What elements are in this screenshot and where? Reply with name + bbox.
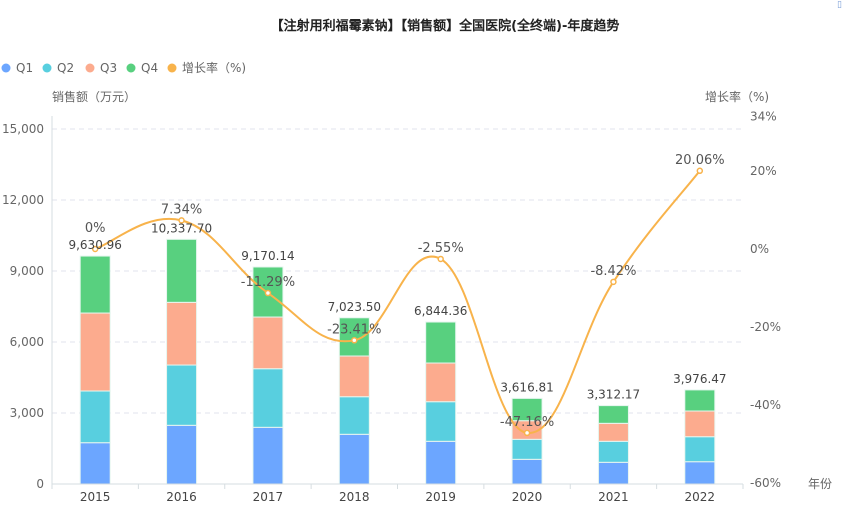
total-label-2022: 3,976.47 xyxy=(673,372,726,386)
bar-q2-2016[interactable] xyxy=(166,364,198,426)
growth-point-2018[interactable] xyxy=(351,337,358,344)
y2-tick-label: 34% xyxy=(750,109,777,123)
y-tick-label: 9,000 xyxy=(10,264,44,278)
legend: Q1 Q2 Q3 Q4 增长率（%) xyxy=(1,60,246,75)
y2-tick-label: -60% xyxy=(750,476,781,490)
growth-label-2017: -11.29% xyxy=(241,275,295,290)
y-tick-label: 0 xyxy=(36,477,44,491)
bar-q2-2018[interactable] xyxy=(338,396,370,435)
toolbox-icon[interactable]: ▯ xyxy=(837,0,842,10)
total-label-2016: 10,337.70 xyxy=(151,221,212,235)
growth-label-2016: 7.34% xyxy=(161,202,202,217)
bar-q2-2019[interactable] xyxy=(425,401,457,442)
x-tick-label: 2017 xyxy=(253,490,284,504)
growth-label-2022: 20.06% xyxy=(675,153,725,168)
total-label-2018: 7,023.50 xyxy=(328,300,381,314)
growth-point-2022[interactable] xyxy=(696,167,704,175)
x-tick-label: 2019 xyxy=(425,490,456,504)
bar-q1-2021[interactable] xyxy=(597,461,629,485)
bar-q3-2016[interactable] xyxy=(166,301,198,366)
bar-q1-2022[interactable] xyxy=(684,461,716,485)
legend-marker-3[interactable] xyxy=(126,63,136,73)
bar-q4-2020[interactable] xyxy=(511,397,543,422)
y2-tick-label: 0% xyxy=(750,242,769,256)
y-tick-label: 3,000 xyxy=(10,406,44,420)
growth-label-2018: -23.41% xyxy=(327,322,381,337)
y2-tick-label: -20% xyxy=(750,320,781,334)
growth-label-2019: -2.55% xyxy=(418,241,464,256)
bar-q4-2021[interactable] xyxy=(597,405,629,424)
bar-q4-2019[interactable] xyxy=(425,321,457,364)
bar-q1-2017[interactable] xyxy=(252,426,284,485)
bar-q4-2016[interactable] xyxy=(166,238,198,303)
growth-point-2020[interactable] xyxy=(523,429,531,437)
legend-label-4[interactable]: 增长率（%) xyxy=(182,60,246,75)
bar-q1-2016[interactable] xyxy=(166,424,198,485)
growth-point-2017[interactable] xyxy=(264,289,272,297)
total-label-2020: 3,616.81 xyxy=(500,380,553,394)
total-label-2015: 9,630.96 xyxy=(68,238,121,252)
bar-q3-2017[interactable] xyxy=(252,316,284,370)
bar-q1-2015[interactable] xyxy=(79,442,111,485)
total-label-2017: 9,170.14 xyxy=(241,249,294,263)
bar-q3-2019[interactable] xyxy=(425,362,457,403)
y-tick-label: 15,000 xyxy=(2,122,44,136)
x-tick-label: 2015 xyxy=(80,490,111,504)
growth-point-2019[interactable] xyxy=(437,255,444,263)
bar-q3-2018[interactable] xyxy=(338,355,370,398)
legend-marker-1[interactable] xyxy=(42,63,52,73)
growth-label-2020: -47.16% xyxy=(500,415,554,430)
x-tick-label: 2018 xyxy=(339,490,370,504)
legend-marker-2[interactable] xyxy=(85,63,95,73)
bar-q3-2022[interactable] xyxy=(684,410,716,438)
bar-q3-2015[interactable] xyxy=(79,312,111,392)
y2-axis-title: 增长率（%) xyxy=(705,89,769,104)
y-tick-label: 6,000 xyxy=(10,335,44,349)
x-axis-title: 年份 xyxy=(808,477,832,491)
bar-q2-2020[interactable] xyxy=(511,438,543,460)
legend-marker-0[interactable] xyxy=(1,63,11,73)
legend-label-1[interactable]: Q2 xyxy=(57,61,74,75)
total-label-2019: 6,844.36 xyxy=(414,304,467,318)
y2-tick-label: 20% xyxy=(750,164,777,178)
legend-label-0[interactable]: Q1 xyxy=(16,61,33,75)
growth-point-2016[interactable] xyxy=(178,217,185,224)
bar-q2-2017[interactable] xyxy=(252,368,284,428)
growth-label-2021: -8.42% xyxy=(590,264,636,279)
bar-q4-2022[interactable] xyxy=(684,389,716,412)
bar-q1-2018[interactable] xyxy=(338,433,370,485)
y-axis-title: 销售额（万元） xyxy=(52,89,136,104)
bar-q3-2021[interactable] xyxy=(597,422,629,442)
x-tick-label: 2020 xyxy=(512,490,543,504)
growth-point-2015[interactable] xyxy=(91,245,99,253)
x-tick-label: 2022 xyxy=(685,490,716,504)
growth-point-2021[interactable] xyxy=(610,278,617,286)
growth-label-2015: 0% xyxy=(85,221,106,236)
bar-q2-2022[interactable] xyxy=(684,436,716,463)
bar-q1-2020[interactable] xyxy=(511,458,543,485)
bar-q4-2015[interactable] xyxy=(79,255,111,314)
y-tick-label: 12,000 xyxy=(2,193,44,207)
legend-label-2[interactable]: Q3 xyxy=(100,61,117,75)
x-tick-label: 2021 xyxy=(598,490,629,504)
legend-label-3[interactable]: Q4 xyxy=(141,61,158,75)
bar-q2-2015[interactable] xyxy=(79,390,111,444)
legend-marker-4[interactable] xyxy=(167,63,177,73)
total-label-2021: 3,312.17 xyxy=(587,388,640,402)
x-tick-label: 2016 xyxy=(166,490,197,504)
growth-rate-line xyxy=(94,170,701,434)
chart-title: 【注射用利福霉素钠】【销售额】全国医院(全终端)-年度趋势 xyxy=(271,18,620,34)
bar-q2-2021[interactable] xyxy=(597,440,629,463)
bar-q1-2019[interactable] xyxy=(425,440,457,485)
y2-tick-label: -40% xyxy=(750,398,781,412)
